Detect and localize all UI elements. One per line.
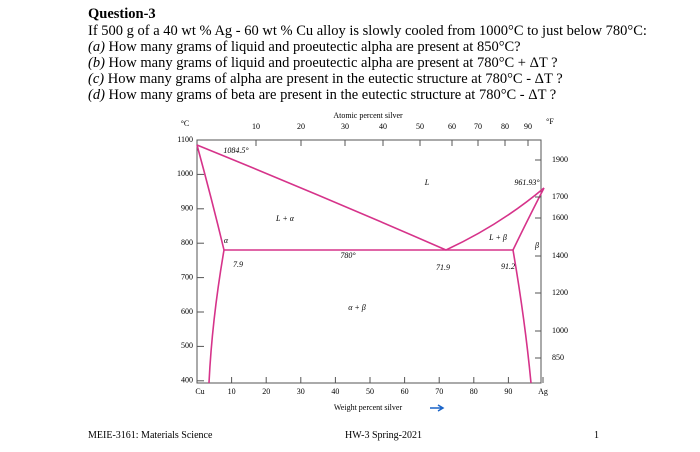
region-label: α + β (348, 303, 366, 312)
top-tick-label: 70 (474, 122, 482, 131)
solidus-beta (512, 187, 545, 251)
question: (d) How many grams of beta are present i… (88, 87, 556, 104)
bottom-tick-label: 30 (297, 387, 305, 396)
left-tick-label: 600 (181, 307, 193, 316)
bottom-tick-label: Cu (195, 387, 204, 396)
phase-lines (196, 144, 545, 384)
region-label: 961.93° (514, 178, 540, 187)
question-text: How many grams of alpha are present in t… (107, 71, 563, 87)
question-label: (b) (88, 55, 105, 71)
top-tick-label: 40 (379, 122, 387, 131)
solvus-beta (512, 249, 532, 384)
question-text: How many grams of liquid and proeutectic… (108, 39, 521, 55)
region-label: 7.9 (233, 260, 243, 269)
liquidus-beta (445, 187, 545, 251)
right-tick-label: 1600 (552, 213, 568, 222)
top-tick-label: 80 (501, 122, 509, 131)
axis-unit: °C (181, 119, 190, 128)
question: (c) How many grams of alpha are present … (88, 71, 563, 88)
left-tick-label: 400 (181, 376, 193, 385)
bottom-tick-label: 90 (504, 387, 512, 396)
region-label: L + α (275, 214, 295, 223)
region-label: α (224, 236, 229, 245)
axis-title: Weight percent silver (334, 403, 403, 412)
axis-title: Atomic percent silver (333, 111, 403, 120)
region-label: 1084.5° (223, 146, 249, 155)
top-tick-label: 60 (448, 122, 456, 131)
question: (b) How many grams of liquid and proeute… (88, 55, 558, 72)
footer-page: 1 (594, 430, 599, 441)
plot-frame (196, 139, 542, 384)
question-label: (a) (88, 39, 105, 55)
right-tick-label: 1000 (552, 326, 568, 335)
bottom-tick-label: 20 (262, 387, 270, 396)
intro: If 500 g of a 40 wt % Ag - 60 wt % Cu al… (88, 23, 647, 39)
left-tick-label: 800 (181, 238, 193, 247)
question-text: How many grams of beta are present in th… (108, 87, 557, 103)
region-label: 780° (340, 251, 356, 260)
right-tick-label: 1200 (552, 288, 568, 297)
top-tick-label: 50 (416, 122, 424, 131)
question-text: How many grams of liquid and proeutectic… (108, 55, 558, 71)
bottom-tick-label: 80 (470, 387, 478, 396)
region-label: 71.9 (436, 263, 450, 272)
footer-course: MEIE-3161: Materials Science (88, 430, 213, 441)
region-label: 91.2 (501, 262, 515, 271)
top-tick-label: 90 (524, 122, 532, 131)
left-tick-label: 1100 (177, 135, 193, 144)
bottom-tick-label: 70 (435, 387, 443, 396)
region-label: β (534, 241, 539, 250)
left-tick-label: 1000 (177, 169, 193, 178)
right-tick-label: 1400 (552, 251, 568, 260)
region-label: L (424, 178, 430, 187)
top-tick-label: 20 (297, 122, 305, 131)
top-tick-label: 30 (341, 122, 349, 131)
bottom-tick-label: 40 (331, 387, 339, 396)
bottom-tick-label: 10 (228, 387, 236, 396)
left-tick-label: 700 (181, 272, 193, 281)
question-label: (d) (88, 87, 105, 103)
question: (a) How many grams of liquid and proeute… (88, 39, 521, 56)
liquidus-alpha (196, 144, 447, 251)
question-label: (c) (88, 71, 105, 87)
solvus-alpha (208, 249, 225, 384)
right-tick-label: 1900 (552, 155, 568, 164)
left-tick-label: 500 (181, 341, 193, 350)
bottom-tick-label: Ag (538, 387, 548, 396)
footer-assignment: HW-3 Spring-2021 (345, 430, 422, 441)
arrow (430, 404, 445, 412)
title: Question-3 (88, 6, 156, 22)
solidus-alpha (196, 144, 225, 251)
region-label: L + β (488, 233, 507, 242)
axis-unit: °F (546, 117, 554, 126)
bottom-tick-label: 60 (401, 387, 409, 396)
left-tick-label: 900 (181, 204, 193, 213)
bottom-tick-label: 50 (366, 387, 374, 396)
right-tick-label: 850 (552, 353, 564, 362)
top-tick-label: 10 (252, 122, 260, 131)
right-tick-label: 1700 (552, 192, 568, 201)
